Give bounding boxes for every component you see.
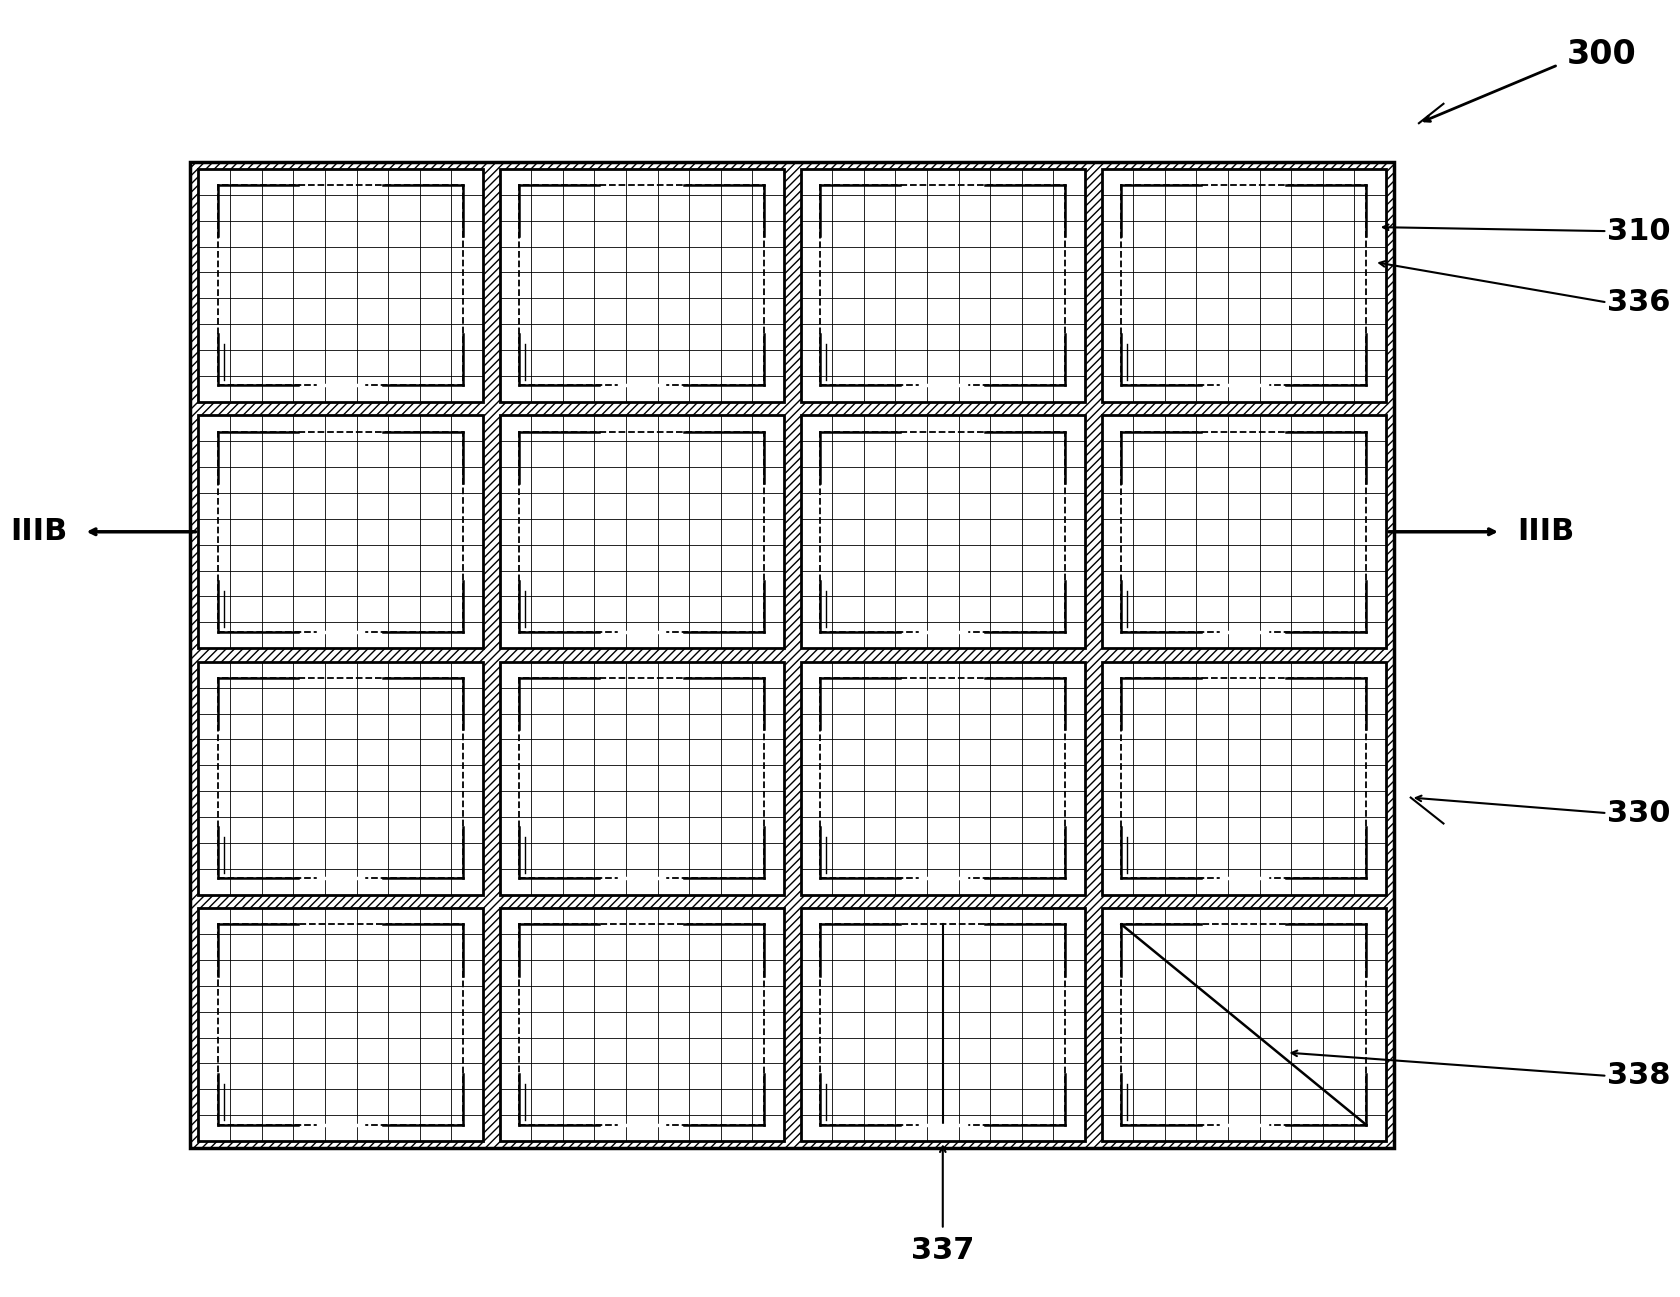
Bar <box>499 661 783 895</box>
Bar <box>218 678 462 878</box>
Bar <box>800 169 1084 402</box>
Bar <box>198 661 482 895</box>
Bar <box>190 162 1393 1148</box>
Bar <box>499 415 783 648</box>
Bar <box>499 908 783 1141</box>
Bar <box>800 415 1084 648</box>
Bar <box>499 169 783 402</box>
Bar <box>800 908 1084 1141</box>
Bar <box>1100 415 1386 648</box>
Bar <box>519 185 764 385</box>
Bar <box>218 925 462 1124</box>
Bar <box>1121 925 1366 1124</box>
Bar <box>198 169 482 402</box>
Text: 330: 330 <box>1606 799 1670 827</box>
Bar <box>519 678 764 878</box>
Bar <box>1100 661 1386 895</box>
Text: IIIB: IIIB <box>1517 518 1574 546</box>
Bar <box>198 908 482 1141</box>
Bar <box>1100 169 1386 402</box>
Text: 310: 310 <box>1606 217 1670 245</box>
Bar <box>1121 678 1366 878</box>
Text: 300: 300 <box>1566 39 1635 71</box>
Bar <box>800 661 1084 895</box>
Bar <box>218 185 462 385</box>
Bar <box>820 432 1065 632</box>
Text: 337: 337 <box>911 1236 974 1265</box>
Bar <box>1121 432 1366 632</box>
Bar <box>820 185 1065 385</box>
Bar <box>820 925 1065 1124</box>
Bar <box>1100 908 1386 1141</box>
Bar <box>218 432 462 632</box>
Text: 336: 336 <box>1606 288 1670 316</box>
Text: IIIB: IIIB <box>10 518 67 546</box>
Bar <box>820 678 1065 878</box>
Text: 338: 338 <box>1606 1061 1670 1091</box>
Bar <box>198 415 482 648</box>
Bar <box>519 432 764 632</box>
Bar <box>519 925 764 1124</box>
Bar <box>1121 185 1366 385</box>
